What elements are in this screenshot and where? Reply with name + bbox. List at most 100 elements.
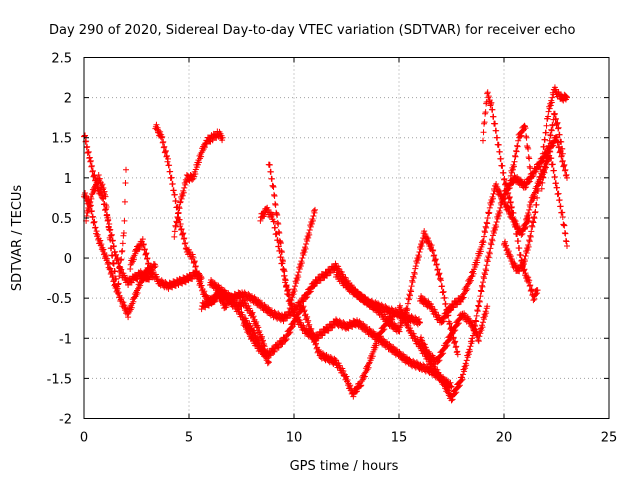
data-point	[180, 235, 187, 242]
data-point	[522, 257, 528, 264]
data-point	[92, 185, 99, 192]
data-point	[241, 318, 248, 325]
data-point	[432, 309, 439, 316]
data-point	[556, 196, 563, 203]
data-point	[526, 277, 533, 284]
data-point	[114, 289, 121, 296]
data-point	[416, 319, 423, 326]
data-point	[524, 144, 531, 151]
data-point	[180, 189, 187, 196]
data-point	[482, 109, 489, 116]
data-point	[460, 371, 467, 378]
data-point	[121, 302, 128, 309]
data-point	[428, 301, 435, 308]
data-point	[448, 397, 455, 404]
data-point	[545, 142, 552, 149]
data-point	[463, 357, 470, 364]
data-point	[467, 277, 474, 284]
data-point	[546, 143, 553, 150]
data-point	[446, 307, 453, 314]
data-point	[526, 163, 533, 170]
data-point	[116, 265, 123, 272]
data-point	[554, 120, 561, 127]
data-point	[219, 134, 226, 141]
data-point	[527, 165, 534, 172]
data-point	[504, 203, 511, 210]
data-point	[271, 192, 278, 199]
data-point	[479, 324, 486, 331]
y-tick-label: -1	[59, 332, 72, 347]
data-point	[120, 230, 127, 237]
data-point	[538, 185, 545, 192]
series-sat-a	[81, 132, 205, 292]
data-point	[445, 387, 452, 394]
y-tick-label: -2	[59, 413, 72, 428]
data-point	[90, 219, 97, 226]
data-point	[108, 245, 115, 252]
data-point	[308, 220, 315, 227]
data-point	[179, 230, 186, 237]
data-point	[141, 272, 148, 279]
data-point	[541, 169, 548, 176]
data-point	[296, 266, 303, 273]
x-axis-label: GPS time / hours	[290, 459, 399, 474]
data-point	[494, 134, 501, 141]
data-point	[102, 207, 108, 214]
data-point	[494, 183, 501, 190]
data-point	[341, 320, 348, 327]
data-point	[489, 106, 496, 113]
data-point	[495, 212, 502, 219]
data-point	[421, 228, 428, 235]
data-point	[130, 256, 137, 263]
data-point	[505, 189, 512, 196]
data-point	[410, 275, 417, 282]
data-point	[505, 206, 512, 212]
data-point	[432, 256, 439, 263]
data-point	[96, 175, 103, 182]
data-point	[250, 313, 257, 320]
data-point	[519, 127, 526, 134]
data-point	[301, 248, 308, 255]
data-point	[453, 343, 460, 350]
data-point	[277, 240, 284, 247]
data-point	[491, 229, 498, 236]
data-point	[526, 178, 533, 185]
data-point	[280, 318, 287, 325]
data-point	[481, 233, 488, 240]
data-point	[516, 245, 523, 252]
data-point	[197, 278, 204, 285]
data-point	[195, 272, 202, 279]
data-point	[543, 122, 550, 129]
data-point	[373, 342, 380, 349]
data-point	[529, 223, 536, 230]
data-point	[242, 321, 249, 328]
data-point	[464, 286, 471, 293]
data-point	[147, 270, 154, 277]
data-point	[293, 280, 300, 287]
data-point	[533, 168, 540, 175]
data-point	[514, 142, 521, 149]
data-point	[546, 105, 553, 112]
data-point	[484, 89, 491, 96]
data-point	[261, 213, 268, 220]
data-point	[283, 336, 290, 343]
data-point	[444, 312, 451, 319]
data-point	[250, 327, 257, 334]
data-point	[488, 236, 495, 243]
data-point	[145, 260, 152, 267]
grid-lines	[84, 57, 609, 419]
data-point	[192, 263, 199, 270]
data-point	[92, 224, 99, 231]
data-point	[477, 293, 484, 300]
data-point	[239, 311, 246, 318]
data-point	[523, 133, 530, 140]
data-point	[480, 137, 486, 144]
data-point	[369, 353, 376, 360]
data-point	[528, 228, 535, 235]
data-point	[507, 172, 514, 179]
data-point	[297, 262, 304, 269]
data-point	[548, 155, 555, 162]
data-point	[499, 162, 506, 169]
data-point	[523, 134, 530, 141]
